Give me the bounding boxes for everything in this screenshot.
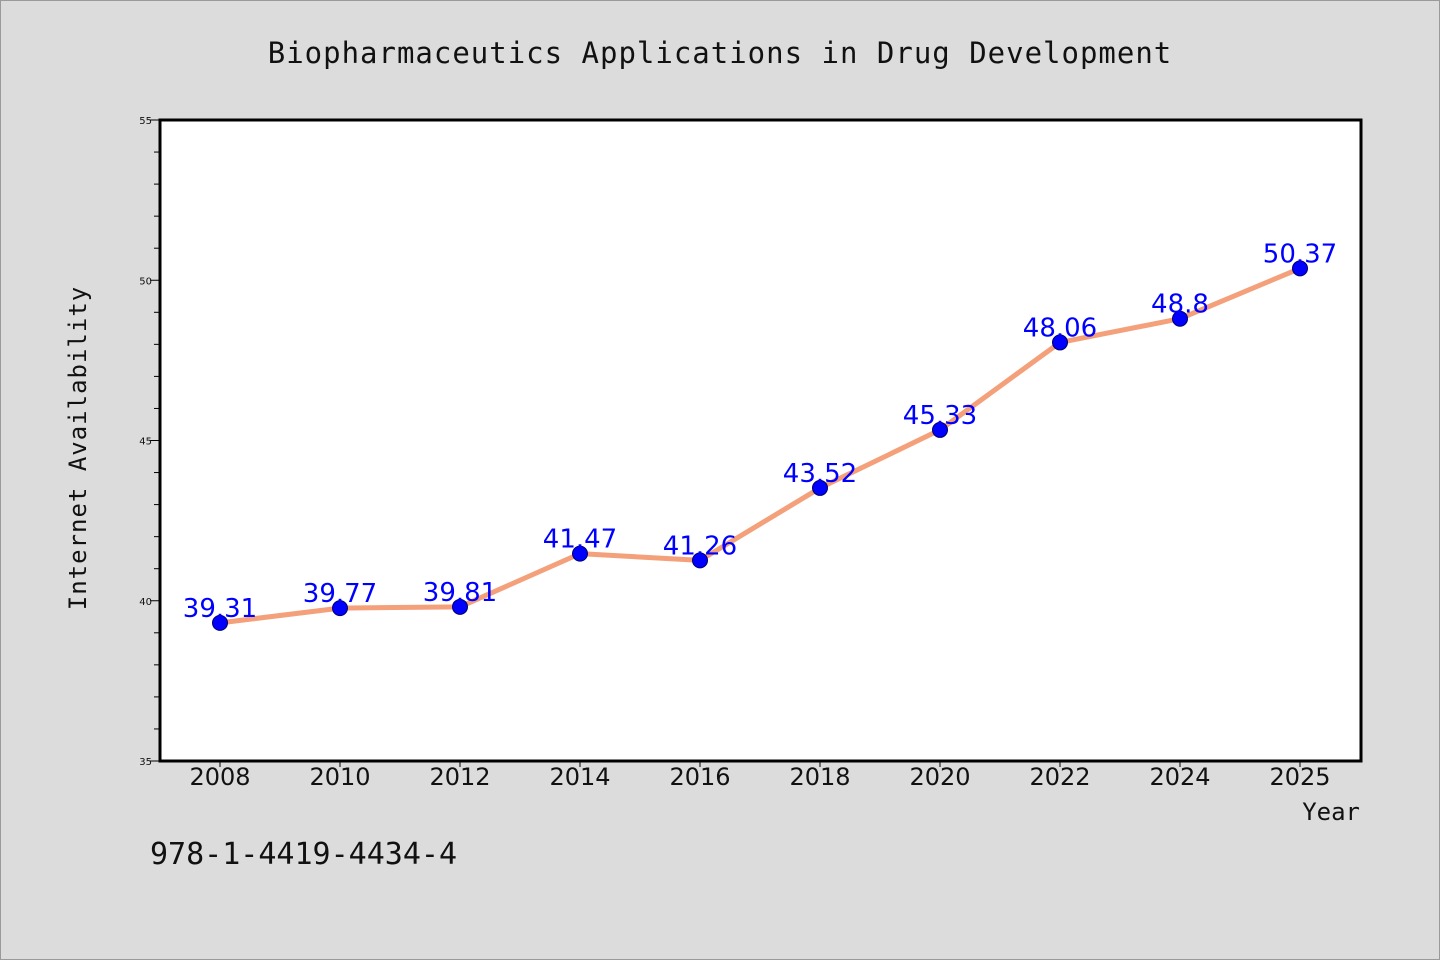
- data-point: [1292, 260, 1308, 277]
- series-line: [219, 266, 1301, 626]
- x-tick-label: 2016: [669, 763, 730, 791]
- y-tick-label: 45: [139, 437, 152, 448]
- data-point: [332, 600, 348, 617]
- data-point: [1052, 334, 1068, 351]
- data-labels: 39.31 39.77 39.81 41.47 41.26 43.52 45.33 48.06…: [183, 239, 1337, 623]
- x-tick-label: 2022: [1029, 763, 1090, 791]
- x-tick-label: 2025: [1269, 763, 1330, 791]
- x-tick-label: 2020: [909, 763, 970, 791]
- x-tick-label: 2010: [309, 763, 370, 791]
- y-axis: 35 40 45 50 55: [139, 116, 160, 768]
- y-tick-label: 50: [139, 276, 152, 287]
- data-markers: [212, 260, 1308, 631]
- x-axis: 2008 2010 2012 2014 2016 2018 2020 2022 2024 2025: [189, 761, 1331, 791]
- data-point: [932, 421, 948, 438]
- data-label: 48.8: [1151, 290, 1209, 320]
- data-point: [812, 479, 828, 496]
- data-label: 43.52: [783, 459, 857, 489]
- x-tick-label: 2012: [429, 763, 490, 791]
- data-point: [212, 614, 228, 631]
- data-point: [692, 552, 708, 569]
- x-tick-label: 2024: [1149, 763, 1210, 791]
- x-tick-label: 2014: [549, 763, 610, 791]
- data-point: [452, 598, 468, 615]
- data-label: 41.47: [543, 525, 617, 555]
- data-label: 39.31: [183, 594, 257, 624]
- y-tick-label: 35: [139, 757, 152, 768]
- x-axis-label: Year: [1302, 798, 1360, 826]
- data-label: 39.81: [423, 578, 497, 608]
- chart-title: Biopharmaceutics Applications in Drug De…: [268, 36, 1173, 70]
- data-label: 41.26: [663, 531, 737, 561]
- data-point: [1172, 310, 1188, 327]
- y-tick-label: 40: [139, 597, 152, 608]
- x-tick-label: 2008: [189, 763, 250, 791]
- data-label: 45.33: [903, 401, 977, 431]
- plot-area: [158, 118, 1363, 763]
- x-tick-label: 2018: [789, 763, 850, 791]
- data-point: [572, 545, 588, 562]
- data-label: 39.77: [303, 579, 377, 609]
- y-axis-label: Internet Availability: [64, 286, 92, 610]
- data-label: 50.37: [1263, 239, 1337, 269]
- y-tick-label: 55: [139, 116, 152, 127]
- data-label: 48.06: [1023, 313, 1097, 343]
- isbn-text: 978-1-4419-4434-4: [150, 837, 457, 872]
